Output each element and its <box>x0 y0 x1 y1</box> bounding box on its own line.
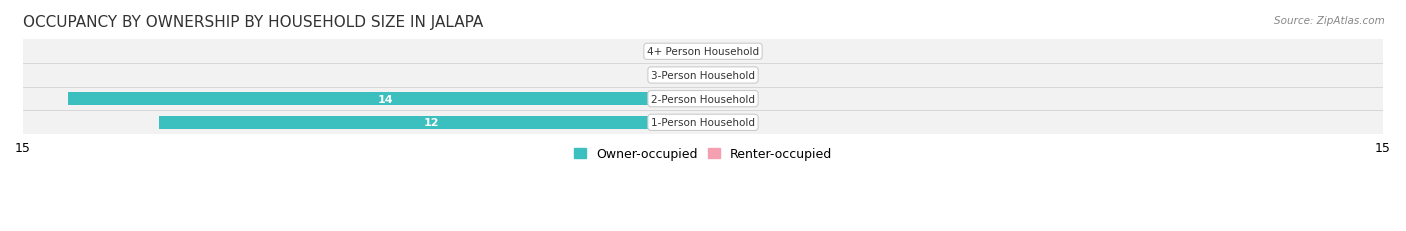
Bar <box>700 69 703 82</box>
Text: 14: 14 <box>378 94 394 104</box>
Text: Source: ZipAtlas.com: Source: ZipAtlas.com <box>1274 16 1385 26</box>
Bar <box>703 116 706 129</box>
Text: 0: 0 <box>682 47 689 57</box>
Bar <box>703 46 706 59</box>
Bar <box>22 88 1384 111</box>
Text: 0: 0 <box>717 71 724 81</box>
Bar <box>22 111 1384 135</box>
Bar <box>703 69 706 82</box>
Text: 4+ Person Household: 4+ Person Household <box>647 47 759 57</box>
Bar <box>159 116 703 129</box>
Text: 3-Person Household: 3-Person Household <box>651 71 755 81</box>
Text: 0: 0 <box>717 47 724 57</box>
Text: 12: 12 <box>423 118 439 128</box>
Legend: Owner-occupied, Renter-occupied: Owner-occupied, Renter-occupied <box>568 143 838 165</box>
Bar <box>700 46 703 59</box>
Text: 1-Person Household: 1-Person Household <box>651 118 755 128</box>
Text: 2-Person Household: 2-Person Household <box>651 94 755 104</box>
Bar <box>703 93 706 106</box>
Bar <box>22 40 1384 64</box>
Text: 0: 0 <box>717 118 724 128</box>
Text: OCCUPANCY BY OWNERSHIP BY HOUSEHOLD SIZE IN JALAPA: OCCUPANCY BY OWNERSHIP BY HOUSEHOLD SIZE… <box>22 15 484 30</box>
Bar <box>69 93 703 106</box>
Text: 0: 0 <box>682 71 689 81</box>
Bar <box>22 64 1384 88</box>
Text: 0: 0 <box>717 94 724 104</box>
